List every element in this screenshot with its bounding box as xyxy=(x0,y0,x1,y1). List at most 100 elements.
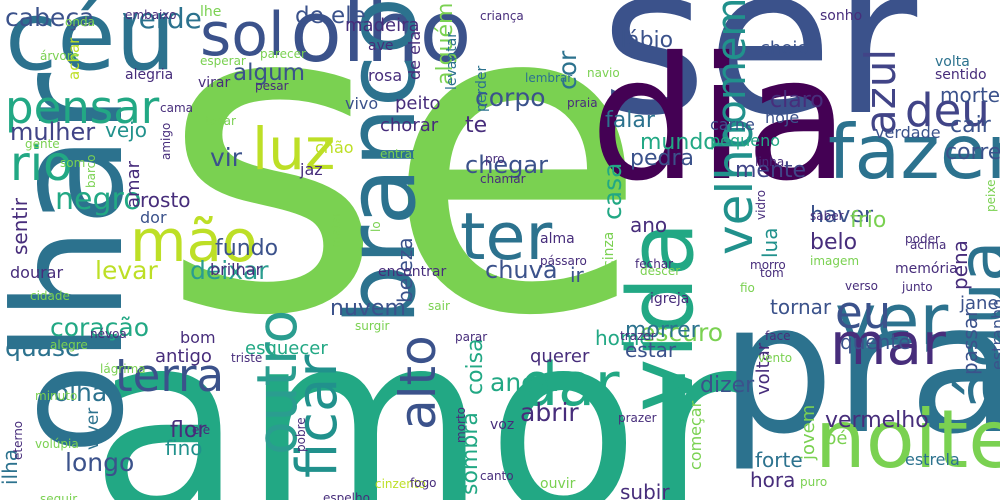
word-cair: cair xyxy=(950,113,991,138)
word-matar: matar xyxy=(329,211,343,248)
word-coisa: coisa xyxy=(463,338,488,395)
word-algum: algum xyxy=(233,60,306,86)
word-olho: olho xyxy=(290,0,472,82)
word-mulher: mulher xyxy=(10,118,96,146)
word-fino: fino xyxy=(165,436,203,460)
word-praia: praia xyxy=(567,96,598,110)
word-pedra: pedra xyxy=(630,146,694,171)
word-fazer: fazer xyxy=(828,108,1000,196)
word-rosa: rosa xyxy=(368,66,403,85)
word-fio: fio xyxy=(740,281,755,295)
word-subir: subir xyxy=(620,480,670,500)
word-ver: ver xyxy=(835,279,949,361)
word-perder: perder xyxy=(474,65,490,112)
word-parecer: parecer xyxy=(260,47,306,61)
word-bom: bom xyxy=(180,328,216,347)
word-comecar: começar xyxy=(686,400,705,470)
word-vidro: vidro xyxy=(754,189,768,220)
word-voz: voz xyxy=(490,417,515,433)
word-gente: gente xyxy=(25,137,60,151)
word-lo: lo xyxy=(369,221,383,232)
word-nevoa: névoa xyxy=(90,327,127,341)
word-cinza: cinza xyxy=(601,231,617,268)
word-verde: verde xyxy=(122,2,202,35)
word-alegria: alegria xyxy=(125,67,174,83)
word-espelho: espelho xyxy=(323,491,370,500)
word-ter: ter xyxy=(460,200,553,275)
word-falar: falar xyxy=(605,108,655,133)
word-esquecer: esquecer xyxy=(245,338,328,359)
word-viver: viver xyxy=(83,407,103,450)
word-querer: querer xyxy=(530,346,590,367)
word-fogo: fogo xyxy=(410,476,437,490)
word-cidade: cidade xyxy=(30,289,70,303)
word-amar: amar xyxy=(123,161,144,208)
word-folha: folha xyxy=(45,378,108,407)
word-descer: descer xyxy=(640,264,681,278)
word-tocar: tocar xyxy=(205,114,236,128)
word-hora: hora xyxy=(750,468,796,492)
word-noite: noite xyxy=(815,393,1000,486)
word-chuva: chuva xyxy=(485,256,558,284)
word-seguir: seguir xyxy=(40,492,78,500)
word-lhe: lhe xyxy=(200,4,222,20)
word-puro: puro xyxy=(800,475,828,489)
word-arvore: árvore xyxy=(40,49,79,63)
word-quente: quente xyxy=(840,330,911,354)
word-virar: virar xyxy=(198,75,231,91)
word-luz: luz xyxy=(252,115,336,183)
word-alegre: alegre xyxy=(50,338,88,352)
word-forte: forte xyxy=(755,448,803,472)
word-vida: vida xyxy=(609,221,714,412)
word-acima: acima xyxy=(910,238,947,252)
word-triste: triste xyxy=(231,351,263,365)
word-pro: pro xyxy=(485,152,505,166)
word-prazer: prazer xyxy=(618,411,657,425)
word-amor: amor xyxy=(90,279,743,500)
word-chamar: chamar xyxy=(480,172,526,186)
word-verso: verso xyxy=(845,279,879,293)
word-casa: casa xyxy=(598,162,627,220)
word-pequeno: pequeno xyxy=(710,131,781,150)
word-eterno: eterno xyxy=(11,420,25,460)
word-eu: eu xyxy=(835,286,892,339)
word-mundo: mundo xyxy=(640,130,717,155)
word-trazer: trazer xyxy=(620,329,656,343)
word-passar: passar xyxy=(958,308,982,375)
word-entrar: entrar xyxy=(380,147,417,161)
word-de-ele: de ele xyxy=(295,3,366,29)
word-jaz: jaz xyxy=(300,160,323,179)
word-onda: onda xyxy=(65,15,95,29)
word-dor: dor xyxy=(140,208,167,227)
word-cinzento: cinzento xyxy=(375,477,426,491)
word-cabeca: cabeça xyxy=(5,3,95,32)
word-estar: estar xyxy=(625,338,677,362)
word-minuto: minuto xyxy=(35,389,78,403)
word-belo: belo xyxy=(810,230,858,255)
word-tom: tom xyxy=(760,266,784,280)
word-fechar: fechar xyxy=(635,257,674,271)
word-alto: alto xyxy=(389,335,447,430)
word-nuvem: nuvem xyxy=(330,296,406,321)
word-poder: poder xyxy=(905,232,940,246)
word-madeira: madeira xyxy=(345,15,420,36)
word-volupia: volúpia xyxy=(35,437,79,451)
word-peito: peito xyxy=(395,93,441,114)
word-morto: morto xyxy=(454,406,468,443)
word-fundo: fundo xyxy=(215,236,279,261)
word-janela: janela xyxy=(960,293,1000,314)
word-embaixo: embaixo xyxy=(125,8,177,22)
word-chorar: chorar xyxy=(380,115,439,136)
word-face: face xyxy=(765,329,791,343)
word-flor: flor xyxy=(170,418,207,443)
word-levar: levar xyxy=(95,256,158,285)
word-correr: correr xyxy=(945,140,1000,165)
word-dizer: dizer xyxy=(700,373,755,398)
word-junto: junto xyxy=(902,280,933,294)
word-alma: alma xyxy=(540,231,575,247)
word-negro: negro xyxy=(55,182,142,217)
word-vejo: vejo xyxy=(105,118,147,142)
word-amigo: amigo xyxy=(159,122,173,160)
word-terra: terra xyxy=(115,349,225,402)
